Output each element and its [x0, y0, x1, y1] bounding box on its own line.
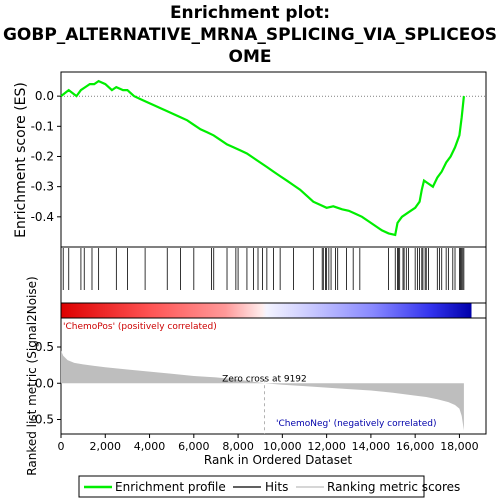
es-y-axis-label: Enrichment score (ES) [13, 82, 29, 238]
x-tick-label: 14,000 [352, 440, 391, 453]
chart-title: Enrichment plot: GOBP_ALTERNATIVE_MRNA_S… [0, 2, 500, 68]
enrichment-profile-line [60, 79, 465, 237]
es-y-tick-label: -0.2 [31, 149, 54, 163]
x-tick-label: 0 [58, 440, 65, 453]
ranking-y-axis: 0.5 0.0 -0.5 [31, 340, 61, 427]
x-tick-label: 18,000 [440, 440, 479, 453]
chart-title-line-3: OME [228, 47, 272, 67]
es-y-tick-label: -0.4 [31, 210, 54, 224]
legend-ranking-label: Ranking metric scores [327, 480, 460, 494]
x-axis: 0 2,000 4,000 6,000 8,000 10,000 12,000 14,000 1… [58, 434, 479, 453]
legend-enrichment-label: Enrichment profile [115, 480, 226, 494]
x-tick-label: 2,000 [90, 440, 122, 453]
x-tick-label: 8,000 [222, 440, 254, 453]
ranking-metric-area [61, 350, 464, 431]
es-y-tick-label: -0.3 [31, 180, 54, 194]
ranking-y-tick-label: 0.0 [35, 376, 54, 390]
hit-markers [62, 248, 465, 290]
ranking-y-tick-label: -0.5 [31, 413, 54, 427]
legend: Enrichment profile Hits Ranking metric s… [78, 475, 460, 498]
negative-correlation-label: 'ChemoNeg' (negatively correlated) [276, 419, 437, 429]
legend-hits-label: Hits [265, 480, 288, 494]
es-y-axis: 0.0 -0.1 -0.2 -0.3 -0.4 [31, 89, 61, 224]
es-y-tick-label: -0.1 [31, 119, 54, 133]
x-tick-label: 4,000 [134, 440, 166, 453]
positive-correlation-label: 'ChemoPos' (positively correlated) [63, 322, 217, 332]
zero-cross-label: Zero cross at 9192 [222, 374, 307, 384]
chart-title-line-2: GOBP_ALTERNATIVE_MRNA_SPLICING_VIA_SPLIC… [2, 25, 498, 45]
x-tick-label: 10,000 [263, 440, 302, 453]
es-panel-frame [60, 71, 487, 248]
ranking-y-axis-label: Ranked list metric (Signal2Noise) [25, 276, 39, 475]
x-axis-label: Rank in Ordered Dataset [204, 453, 352, 467]
x-tick-label: 6,000 [178, 440, 210, 453]
chart-title-line-1: Enrichment plot: [169, 3, 331, 23]
ranking-y-tick-label: 0.5 [35, 340, 54, 354]
x-tick-label: 16,000 [396, 440, 435, 453]
es-y-tick-label: 0.0 [35, 89, 54, 103]
x-tick-label: 12,000 [307, 440, 346, 453]
ranking-color-bar [61, 303, 472, 318]
